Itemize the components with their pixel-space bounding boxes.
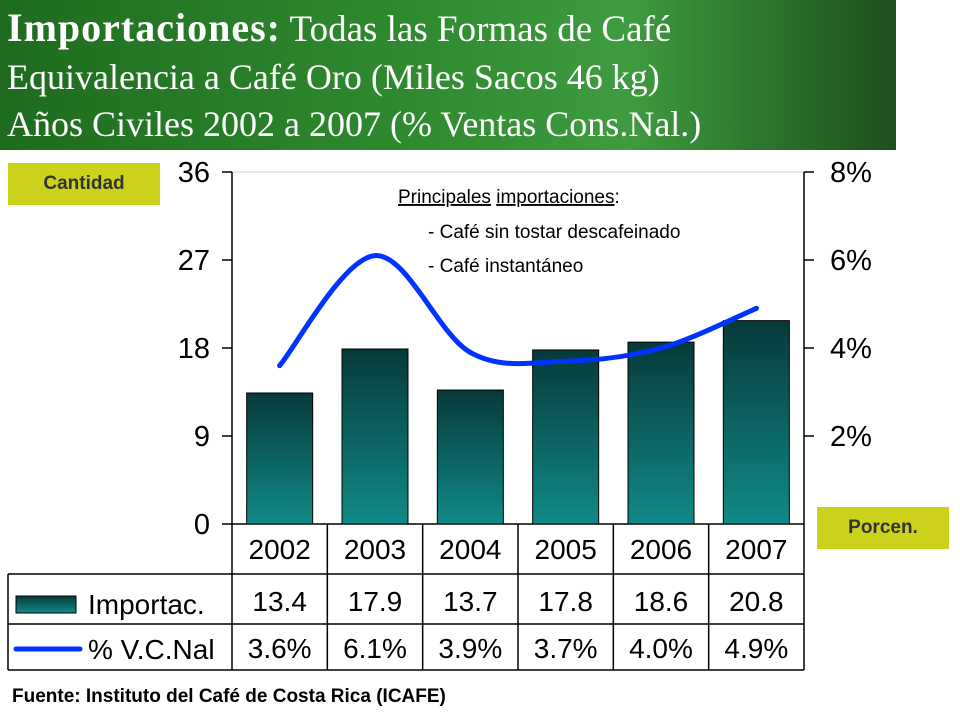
left-tick-label: 18 (178, 333, 210, 365)
right-tick-label: 2% (830, 421, 872, 453)
table-value-importac: 18.6 (634, 586, 689, 617)
category-label-2002: 2002 (249, 534, 311, 565)
bar-2006 (627, 341, 695, 525)
right-tick-label: 4% (830, 333, 872, 365)
bar-2005 (532, 349, 600, 525)
line-series-vcnal (277, 253, 759, 369)
table-value-importac: 13.7 (443, 586, 498, 617)
legend-label-vcnal: % V.C.Nal (88, 634, 215, 665)
legend-key-bar (15, 595, 77, 614)
category-label-2004: 2004 (439, 534, 501, 565)
table-value-vcnal: 3.7% (534, 633, 598, 664)
category-label-2006: 2006 (630, 534, 692, 565)
bar-2002 (246, 392, 314, 525)
left-tick-label: 36 (178, 157, 210, 189)
table-value-vcnal: 4.0% (629, 633, 693, 664)
annotation-heading: Principales importaciones: (398, 187, 620, 208)
annotation-item-1: - Café sin tostar descafeinado (428, 222, 680, 243)
bar-2007 (722, 320, 790, 525)
table-value-vcnal: 3.9% (438, 633, 502, 664)
legend-label-importac: Importac. (88, 589, 205, 620)
annotation-heading-part2: importaciones (496, 187, 614, 208)
line-point-2003 (372, 253, 378, 259)
right-tick-label: 8% (830, 157, 872, 189)
annotation-heading-colon: : (615, 187, 620, 208)
table-value-vcnal: 4.9% (724, 633, 788, 664)
category-label-2005: 2005 (535, 534, 597, 565)
title-line-2: Equivalencia a Café Oro (Miles Sacos 46 … (7, 57, 660, 97)
annotation-heading-part1: Principales (398, 187, 491, 208)
table-value-vcnal: 3.6% (248, 633, 312, 664)
table-value-importac: 17.8 (538, 586, 593, 617)
title-line-1: Importaciones: Todas las Formas de Café (7, 4, 671, 51)
chart: 0 9 18 27 36 2% 4% 6% 8% Principales importacion… (7, 157, 872, 671)
source-note: Fuente: Instituto del Café de Costa Rica… (12, 686, 446, 707)
title-banner: Importaciones: Todas las Formas de Café … (0, 0, 896, 150)
bar-2004 (436, 389, 504, 525)
right-axis-badge: Porcen. (817, 507, 949, 549)
line-point-2002 (277, 363, 283, 369)
table-value-importac: 17.9 (348, 586, 403, 617)
title-rest: Todas las Formas de Café (280, 9, 672, 50)
line-point-2006 (658, 345, 664, 351)
annotation-item-2: - Café instantáneo (428, 256, 583, 277)
table-value-vcnal: 6.1% (343, 633, 407, 664)
title-line-3: Años Civiles 2002 a 2007 (% Ventas Cons.… (7, 104, 702, 144)
title-bold: Importaciones: (7, 5, 281, 50)
right-tick-label: 6% (830, 245, 872, 277)
table-value-importac: 20.8 (729, 586, 784, 617)
left-axis-badge: Cantidad (8, 163, 160, 205)
bar-2003 (341, 348, 409, 525)
left-tick-label: 9 (194, 421, 210, 453)
left-tick-label: 27 (178, 245, 210, 277)
left-tick-label: 0 (194, 509, 210, 541)
table-value-importac: 13.4 (252, 586, 307, 617)
line-point-2004 (467, 349, 473, 355)
line-point-2005 (563, 358, 569, 364)
line-point-2007 (753, 305, 759, 311)
category-label-2003: 2003 (344, 534, 406, 565)
category-label-2007: 2007 (725, 534, 787, 565)
